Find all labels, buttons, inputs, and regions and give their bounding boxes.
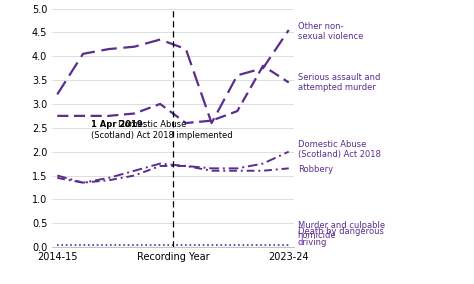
Text: 1 Apr 2019:: 1 Apr 2019: — [91, 120, 146, 129]
Text: Robbery: Robbery — [298, 165, 333, 174]
Text: Other non-
sexual violence: Other non- sexual violence — [298, 22, 363, 41]
Text: Serious assault and
attempted murder: Serious assault and attempted murder — [298, 73, 380, 92]
Text: Murder and culpable
homicide: Murder and culpable homicide — [298, 221, 385, 240]
Text: Death by dangerous
driving: Death by dangerous driving — [298, 227, 383, 247]
Text: (Scotland) Act 2018 implemented: (Scotland) Act 2018 implemented — [91, 131, 232, 140]
Text: Domestic Abuse
(Scotland) Act 2018: Domestic Abuse (Scotland) Act 2018 — [298, 139, 381, 159]
Text: Domestic Abuse: Domestic Abuse — [118, 120, 186, 129]
